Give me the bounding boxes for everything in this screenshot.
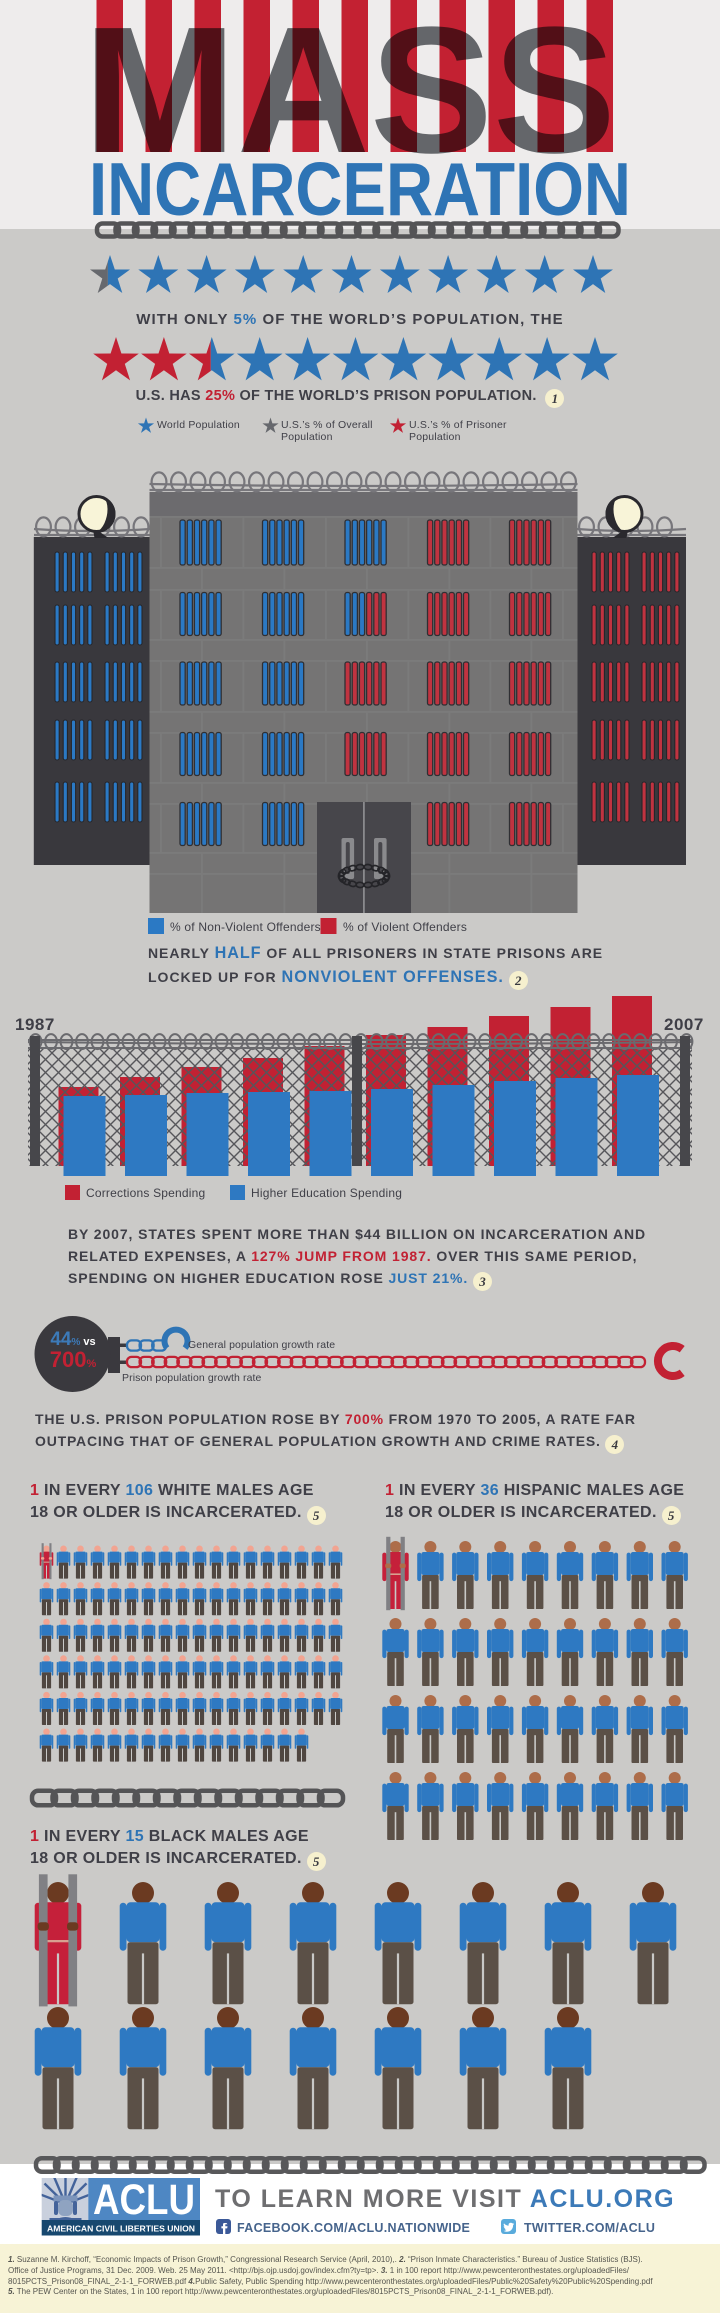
svg-text:INCARCERATION: INCARCERATION [89,147,631,231]
svg-text:MASS: MASS [83,0,616,191]
svg-text:ACLU: ACLU [93,2176,195,2224]
svg-text:AMERICAN CIVIL LIBERTIES UNION: AMERICAN CIVIL LIBERTIES UNION [47,2224,195,2234]
